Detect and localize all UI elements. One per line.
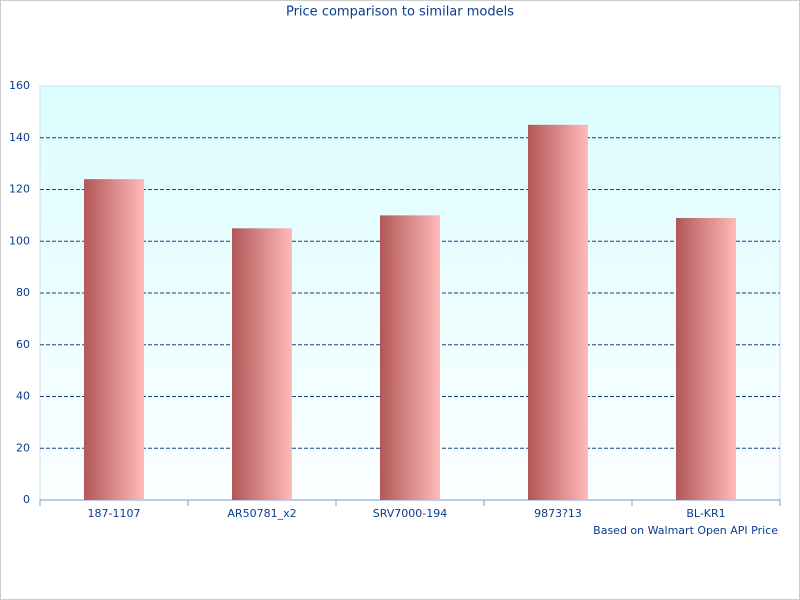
bar [380, 215, 440, 500]
x-tick-label: AR50781_x2 [227, 507, 296, 520]
y-tick-label: 120 [9, 183, 30, 196]
chart-title: Price comparison to similar models [286, 5, 514, 20]
y-tick-label: 0 [23, 493, 30, 506]
y-tick-label: 100 [9, 234, 30, 247]
y-tick-label: 40 [16, 390, 30, 403]
bar [232, 228, 292, 500]
bar [676, 217, 736, 500]
y-tick-label: 60 [16, 338, 30, 351]
y-tick-label: 160 [9, 79, 30, 92]
bar [528, 124, 588, 500]
y-tick-label: 20 [16, 441, 30, 454]
note: Based on Walmart Open API Price [593, 524, 778, 537]
x-tick-label: 187-1107 [88, 507, 141, 520]
y-tick-label: 80 [16, 286, 30, 299]
x-tick-label: 9873?13 [534, 507, 582, 520]
x-tick-label: BL-KR1 [686, 507, 725, 520]
bar [84, 179, 144, 500]
x-tick-label: SRV7000-194 [373, 507, 448, 520]
y-tick-label: 140 [9, 131, 30, 144]
